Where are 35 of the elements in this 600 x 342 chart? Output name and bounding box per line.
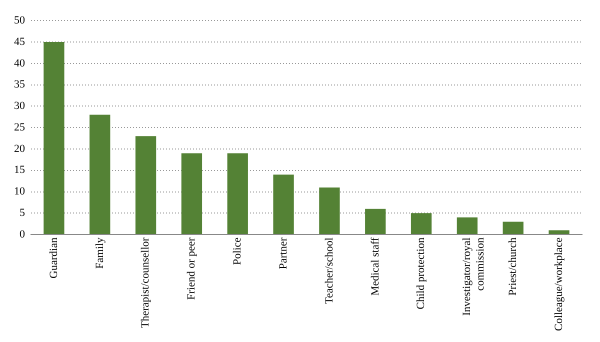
bar (181, 153, 202, 234)
x-tick-label: Guardian (48, 237, 60, 278)
x-tick-label: Child protection (415, 237, 428, 310)
x-tick-label: Friend or peer (186, 237, 198, 300)
y-tick-label: 5 (20, 207, 26, 220)
bar (227, 153, 248, 234)
y-tick-label: 15 (14, 164, 26, 176)
bar (548, 230, 570, 234)
x-tick-label: Family (94, 237, 106, 269)
x-tick-label: Priest/church (507, 237, 520, 296)
x-tick-label: Therapist/counsellor (140, 237, 152, 328)
y-tick-label: 0 (20, 228, 26, 240)
y-tick-label: 50 (14, 14, 26, 26)
y-tick-label: 30 (14, 100, 26, 112)
y-tick-label: 40 (14, 57, 26, 70)
y-tick-label: 20 (14, 142, 26, 155)
bar (273, 174, 294, 234)
bar (502, 222, 524, 234)
x-tick-label: Partner (277, 237, 290, 270)
x-tick-label: Medical staff (369, 237, 382, 296)
y-tick-label: 25 (14, 121, 26, 134)
bar (135, 136, 156, 234)
y-tick-label: 35 (14, 78, 26, 91)
bar (410, 213, 432, 234)
bar (365, 208, 386, 234)
y-tick-label: 10 (14, 186, 26, 198)
bar (90, 114, 110, 234)
bar (456, 217, 478, 234)
x-tick-label: Police (232, 237, 244, 266)
x-tick-label: Colleague/workplace (552, 237, 565, 332)
bar (319, 187, 340, 234)
bar (44, 42, 64, 234)
x-tick-label: Teacher/school (323, 238, 336, 304)
x-tick-label: Investigator/royal commission (461, 237, 486, 316)
y-tick-label: 45 (14, 36, 26, 48)
